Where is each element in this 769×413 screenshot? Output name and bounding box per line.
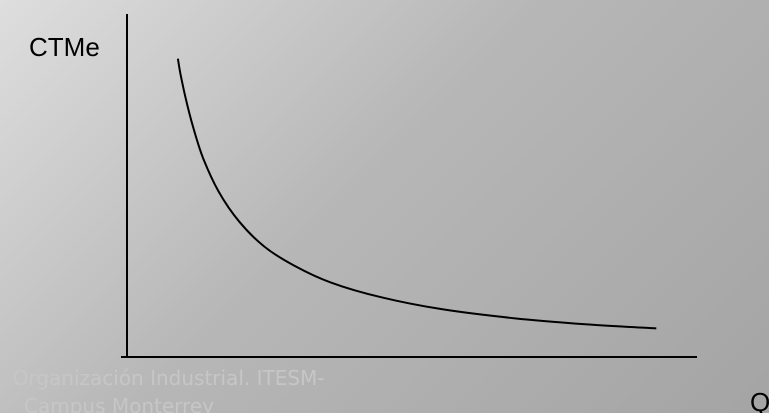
watermark-line-2: Campus Monterrey <box>24 394 214 413</box>
average-cost-curve <box>176 58 657 330</box>
watermark: . Organización Industrial. ITESM- Campus… <box>0 366 325 413</box>
watermark-line-1: . Organización Industrial. ITESM- <box>0 366 325 390</box>
y-axis-label: CTMe <box>29 32 100 62</box>
x-axis-label: Q <box>750 387 769 413</box>
